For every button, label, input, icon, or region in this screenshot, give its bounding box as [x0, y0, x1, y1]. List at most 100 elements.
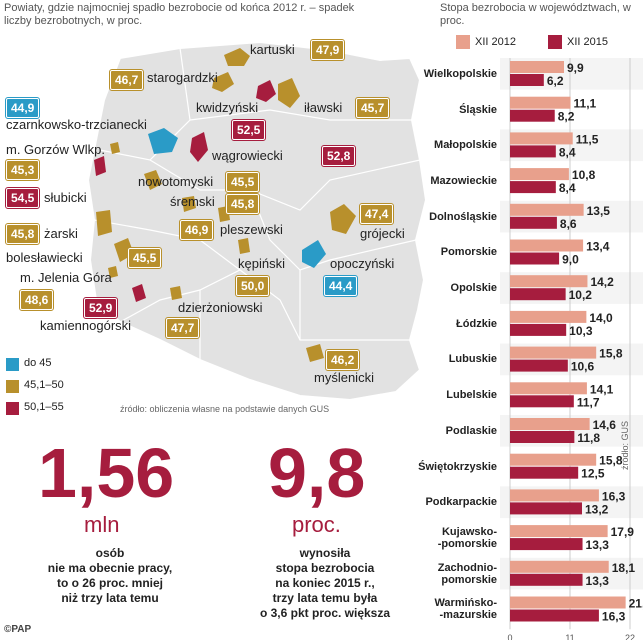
label-zarski: żarski [44, 226, 78, 241]
map-caption: Powiaty, gdzie najmocniej spadło bezrobo… [4, 2, 355, 27]
x-tick-label: 22 [625, 633, 635, 640]
stat1-value: 1,56 [38, 434, 175, 512]
value-label-2015: 8,2 [558, 110, 575, 124]
value-label-2012: 11,5 [576, 132, 599, 146]
district-gorzow [110, 142, 120, 154]
stat2-desc-line: na koniec 2015 r., [275, 576, 375, 590]
district-kartuski [224, 48, 250, 66]
district-opoczynski [302, 240, 326, 268]
category-label: Opolskie [450, 282, 497, 295]
stat2-unit: proc. [292, 512, 341, 537]
pap-logo: ©PAP [4, 624, 32, 635]
value-label-2012: 11,1 [574, 97, 597, 111]
label-boleslawiecki: bolesławiecki [6, 250, 83, 265]
x-tick-label: 11 [565, 633, 574, 640]
legend-swatch-gold [6, 380, 19, 393]
value-label-2015: 10,3 [569, 324, 593, 338]
stat2-desc-line: wynosiła [299, 546, 351, 560]
bar-2015 [510, 252, 560, 265]
label-kartuski: kartuski [250, 42, 295, 57]
bar-2012 [510, 596, 626, 609]
value-label-2012: 9,9 [567, 61, 584, 75]
district-nowotomyski [144, 170, 162, 190]
legend-label-red: 50,1–55 [24, 401, 64, 413]
bar-2012 [510, 560, 609, 573]
category-label: Śląskie [459, 103, 497, 116]
category-label: Podlaskie [445, 424, 497, 437]
district-zarski [96, 210, 112, 236]
legend-swatch-red [6, 402, 19, 415]
label-jelenia-gora: m. Jelenia Góra [20, 270, 112, 285]
value-label-2015: 8,4 [559, 181, 576, 195]
value-label-2015: 12,5 [581, 467, 605, 481]
badge-grojecki: 47,4 [358, 203, 395, 225]
value-label-2015: 10,6 [571, 360, 595, 374]
label-myslenicki: myślenicki [314, 370, 374, 385]
bar-2012 [510, 203, 584, 216]
badge-czarnkowsko: 44,9 [4, 97, 41, 119]
district-dzierzoniowski [170, 286, 182, 300]
map-source: źródło: obliczenia własne na podstawie d… [120, 404, 330, 414]
value-label-2015: 11,7 [577, 395, 600, 409]
value-label-2012: 15,8 [599, 347, 623, 361]
value-label-2015: 11,8 [577, 431, 600, 445]
bar-2015 [510, 538, 583, 551]
value-label-2015: 8,4 [559, 145, 576, 159]
label-kamiennogorski: kamiennogórski [40, 318, 132, 333]
bar-chart: 9,96,211,18,211,58,410,88,413,58,613,49,… [500, 58, 643, 640]
bar-2012 [510, 310, 587, 323]
label-kwidzynski: kwidzyński [196, 100, 259, 115]
bar-2015 [510, 74, 544, 86]
stat1-desc-line: osób [95, 546, 125, 560]
value-label-2012: 14,2 [590, 275, 614, 289]
bar-2015 [510, 181, 556, 194]
value-label-2015: 13,2 [585, 502, 609, 516]
badge-gorzow: 45,3 [4, 159, 41, 181]
chart-legend-label-2012: XII 2012 [475, 36, 516, 48]
stat2-desc-line: trzy lata temu była [272, 591, 378, 605]
bar-2015 [510, 109, 555, 122]
value-label-2015: 10,2 [569, 288, 593, 302]
value-label-2012: 13,4 [586, 240, 610, 254]
chart-legend-swatch-2012 [456, 35, 470, 49]
bar-2012 [510, 346, 597, 359]
badge-dzierzoniowski: 47,7 [164, 317, 201, 339]
category-label: Lubelskie [446, 389, 497, 402]
bar-2015 [510, 288, 566, 301]
district-kwidzynski [256, 80, 276, 102]
value-label-2012: 10,8 [572, 168, 596, 182]
bar-2015 [510, 323, 567, 336]
value-label-2015: 8,6 [560, 217, 577, 231]
value-label-2012: 14,0 [589, 311, 613, 325]
district-wagrowiecki [190, 132, 208, 162]
value-label-2015: 13,3 [586, 574, 610, 588]
label-ilawski: iławski [304, 100, 343, 115]
badge-pleszewski: 46,9 [178, 219, 215, 241]
category-label: Lubuskie [448, 353, 497, 366]
value-label-2012: 15,8 [599, 454, 623, 468]
category-label: Podkarpackie [425, 496, 497, 509]
stat2-value: 9,8 [268, 434, 366, 512]
bar-2015 [510, 145, 556, 158]
badge-sremski: 45,8 [224, 193, 261, 215]
stat1-desc-line: to o 26 proc. mniej [56, 576, 164, 590]
stat2-desc-line: o 3,6 pkt proc. większa [259, 606, 391, 620]
bar-2015 [510, 502, 582, 515]
stat1-desc-line: nie ma obecnie pracy, [47, 561, 173, 575]
bar-2012 [510, 418, 590, 430]
badge-ilawski: 45,7 [354, 97, 391, 119]
value-label-2015: 13,3 [586, 538, 610, 552]
x-tick-label: 0 [507, 633, 512, 640]
stat1-desc: osób nie ma obecnie pracy, to o 26 proc.… [0, 546, 220, 606]
bar-2012 [510, 239, 584, 252]
chart-legend-swatch-2015 [548, 35, 562, 49]
poland-map [86, 40, 428, 402]
value-label-2012: 21,2 [629, 597, 643, 611]
badge-wagrowiecki: 52,8 [320, 145, 357, 167]
stat1-desc-line: niż trzy lata temu [61, 591, 159, 605]
stat2-desc: wynosiła stopa bezrobocia na koniec 2015… [220, 546, 430, 621]
badge-boleslawiecki: 45,5 [126, 247, 163, 269]
value-label-2012: 14,6 [593, 418, 617, 432]
poland-outline [86, 40, 428, 402]
label-slubicki: słubicki [44, 190, 87, 205]
